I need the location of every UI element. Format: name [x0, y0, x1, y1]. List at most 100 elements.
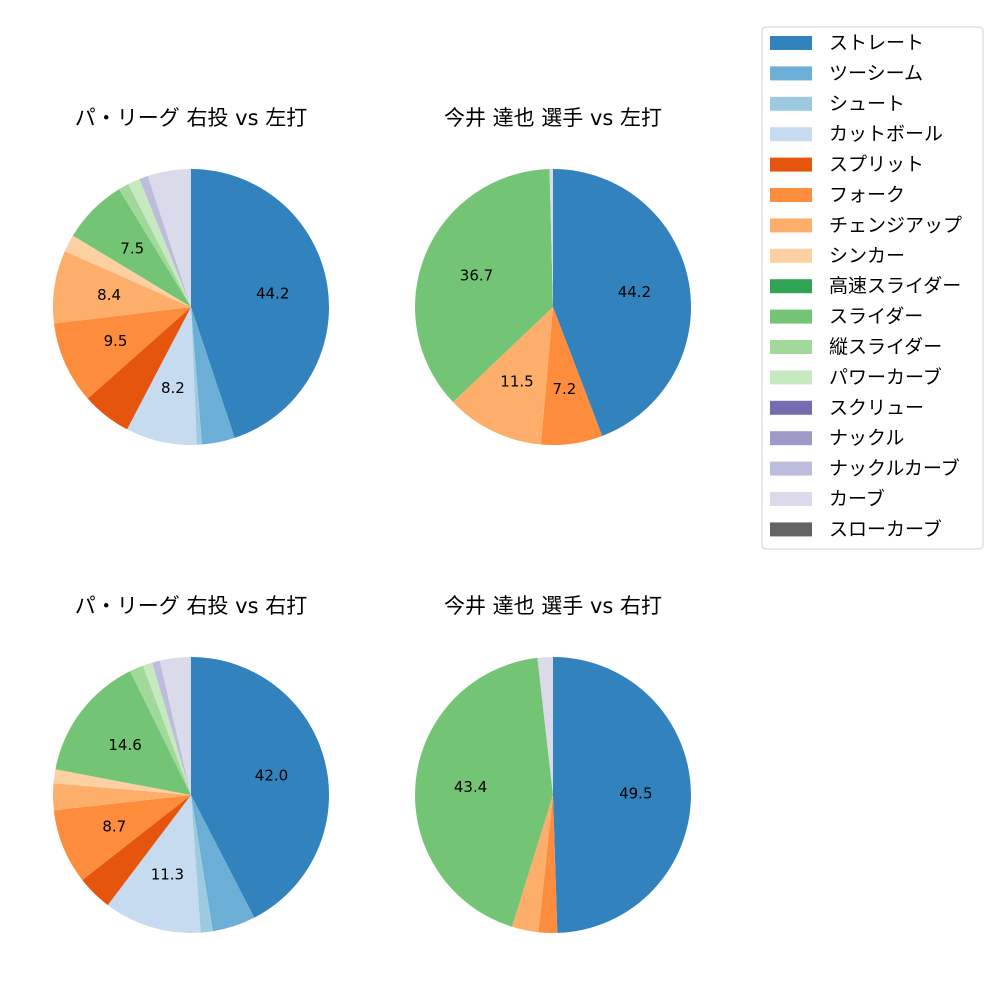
legend-swatch — [770, 400, 812, 415]
pie-slice — [64, 235, 191, 307]
legend-swatch — [770, 492, 812, 506]
legend-item: カットボール — [770, 123, 943, 145]
legend-label: カーブ — [829, 487, 885, 510]
pie-slice — [55, 671, 191, 795]
pie-slice — [512, 795, 553, 933]
legend-swatch — [770, 66, 812, 81]
pie-chart-3: パ・リーグ 右投 vs 右打 42.0 11.3 8.7 14.6 — [53, 594, 330, 933]
slice-label: 42.0 — [255, 767, 288, 785]
legend-item: スライダー — [770, 306, 923, 328]
legend-label: パワーカーブ — [829, 365, 942, 388]
pie-slice — [72, 189, 191, 307]
pie-title: 今井 達也 選手 vs 左打 — [444, 106, 662, 130]
legend-item: シュート — [770, 93, 905, 115]
legend-swatch — [770, 522, 812, 537]
slice-label: 44.2 — [256, 285, 289, 303]
legend-item: スローカーブ — [770, 517, 942, 540]
legend-label: 高速スライダー — [829, 275, 961, 297]
legend-item: ナックルカーブ — [770, 457, 960, 480]
pie-slice — [553, 657, 691, 933]
legend-label: ナックルカーブ — [829, 457, 960, 480]
slice-label: 43.4 — [454, 778, 487, 796]
legend-item: 高速スライダー — [770, 275, 961, 297]
pie-slice — [87, 307, 191, 430]
legend-item: カーブ — [770, 487, 885, 510]
pie-slice — [53, 251, 191, 324]
legend-swatch — [770, 248, 812, 263]
legend-frame — [761, 26, 984, 550]
pie-title: パ・リーグ 右投 vs 左打 — [75, 106, 307, 130]
pie-slice — [191, 795, 213, 933]
pie-slice — [107, 795, 201, 933]
pie-slice — [414, 169, 553, 403]
pie-slice — [549, 168, 553, 307]
pie-slice — [53, 783, 191, 811]
legend-swatch — [770, 279, 812, 294]
legend-label: シュート — [829, 93, 905, 115]
slice-label: 11.5 — [500, 373, 533, 391]
pie-slice — [152, 660, 191, 795]
legend-label: スクリュー — [829, 397, 924, 419]
legend-label: カットボール — [829, 123, 943, 145]
pie-title: 今井 達也 選手 vs 右打 — [444, 594, 662, 618]
pie-chart-4: 今井 達也 選手 vs 右打 49.5 43.4 — [415, 594, 691, 933]
pie-slice — [128, 178, 191, 307]
pie-slice — [553, 169, 692, 436]
pie-slice — [540, 307, 603, 446]
slice-label: 14.6 — [108, 736, 141, 754]
pie-slice — [53, 795, 191, 880]
pie-slice — [139, 175, 191, 307]
pie-slice — [130, 665, 191, 795]
pie-slice — [127, 307, 197, 445]
slice-label: 7.5 — [120, 240, 144, 258]
legend-swatch — [770, 309, 812, 324]
legend-item: パワーカーブ — [770, 365, 942, 388]
slice-label: 8.2 — [161, 379, 185, 397]
legend-item: スプリット — [770, 154, 924, 176]
pie-slice — [53, 307, 191, 399]
pie-slice — [191, 795, 255, 932]
pie-slice — [82, 795, 191, 906]
pie-slice — [191, 169, 329, 438]
slice-label: 8.7 — [102, 817, 126, 835]
pie-slice — [119, 184, 191, 307]
slice-label: 7.2 — [552, 380, 576, 398]
legend-label: 縦スライダー — [829, 336, 942, 358]
legend-label: ストレート — [829, 32, 924, 54]
legend-label: スローカーブ — [829, 517, 942, 540]
legend-item: ツーシーム — [770, 62, 923, 84]
pie-chart-1: パ・リーグ 右投 vs 左打 44.2 8.2 9.5 8.4 7.5 — [53, 106, 329, 445]
legend-item: シンカー — [770, 245, 905, 267]
legend-swatch — [770, 157, 812, 172]
legend-swatch — [770, 188, 812, 202]
pie-slice — [191, 656, 330, 918]
pie-slice — [142, 662, 191, 795]
legend-label: ツーシーム — [829, 62, 923, 84]
pie-slice — [191, 307, 202, 445]
legend-swatch — [770, 340, 812, 354]
legend-swatch — [770, 431, 812, 446]
legend-label: フォーク — [829, 184, 905, 206]
legend-swatch — [770, 218, 812, 233]
legend-item: フォーク — [770, 184, 905, 206]
legend-swatch — [770, 36, 812, 50]
pie-slice — [147, 169, 191, 307]
legend-item: スクリュー — [770, 397, 924, 419]
legend-label: シンカー — [829, 245, 905, 267]
pie-title: パ・リーグ 右投 vs 右打 — [75, 594, 307, 618]
pie-slice — [453, 307, 553, 445]
legend-swatch — [770, 370, 812, 385]
slice-label: 9.5 — [104, 332, 128, 350]
slice-label: 49.5 — [619, 785, 652, 803]
slice-label: 36.7 — [460, 266, 493, 284]
pie-slice — [159, 657, 191, 795]
legend-swatch — [770, 96, 812, 111]
pie-chart-2: 今井 達也 選手 vs 左打 44.2 7.2 11.5 36.7 — [414, 106, 692, 446]
slice-label: 44.2 — [618, 283, 651, 301]
slice-label: 8.4 — [97, 286, 121, 304]
legend-label: ナックル — [829, 427, 904, 449]
legend-swatch — [770, 127, 812, 142]
pie-slice — [538, 795, 558, 933]
legend: ストレートツーシームシュートカットボールスプリットフォークチェンジアップシンカー… — [761, 26, 984, 550]
